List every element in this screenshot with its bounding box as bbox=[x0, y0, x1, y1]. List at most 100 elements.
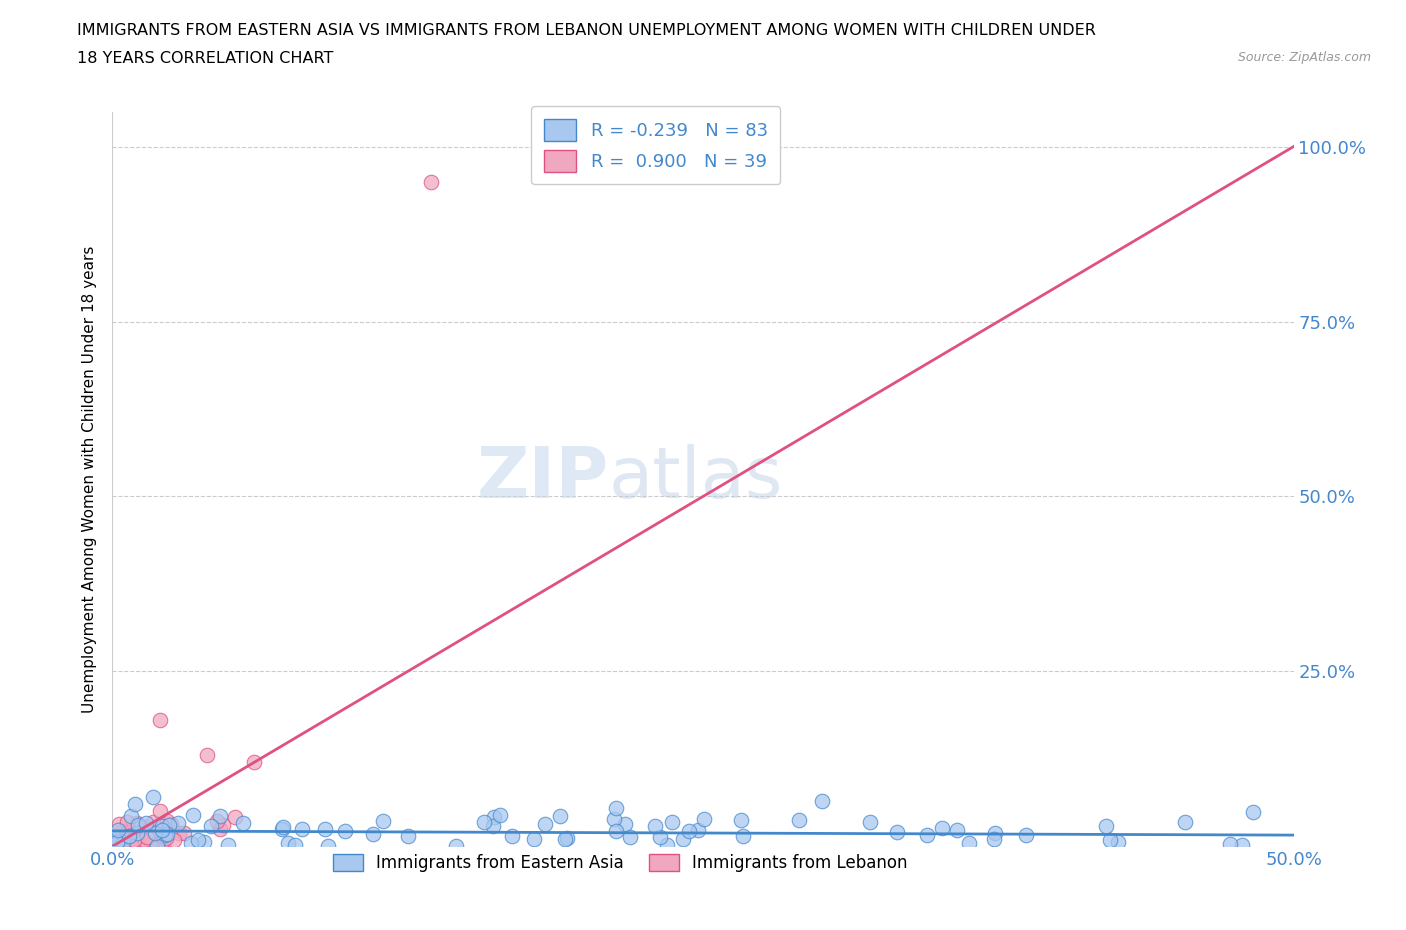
Point bbox=[115, 829, 138, 844]
Point bbox=[136, 830, 159, 844]
Point bbox=[166, 816, 188, 830]
Point bbox=[125, 826, 148, 841]
Point bbox=[125, 826, 148, 841]
Point bbox=[1107, 835, 1129, 850]
Point bbox=[523, 831, 546, 846]
Point bbox=[135, 816, 157, 830]
Point bbox=[111, 824, 134, 839]
Point bbox=[132, 820, 155, 835]
Point bbox=[730, 813, 752, 828]
Point bbox=[149, 804, 172, 818]
Point bbox=[316, 839, 339, 854]
Point bbox=[193, 835, 215, 850]
Point bbox=[361, 827, 384, 842]
Point bbox=[187, 833, 209, 848]
Point bbox=[661, 815, 683, 830]
Point bbox=[148, 835, 170, 850]
Point bbox=[120, 835, 142, 850]
Point bbox=[152, 834, 174, 849]
Point bbox=[533, 817, 555, 831]
Point bbox=[142, 790, 165, 804]
Point bbox=[1015, 828, 1038, 843]
Point bbox=[157, 817, 180, 832]
Point bbox=[243, 755, 266, 770]
Point bbox=[143, 826, 166, 841]
Point bbox=[217, 838, 239, 853]
Point bbox=[291, 821, 314, 836]
Point bbox=[224, 809, 246, 824]
Point bbox=[108, 838, 131, 853]
Point bbox=[155, 831, 177, 846]
Point bbox=[105, 835, 128, 850]
Point bbox=[657, 838, 679, 853]
Point bbox=[107, 822, 129, 837]
Point bbox=[482, 809, 505, 824]
Point bbox=[208, 822, 231, 837]
Point bbox=[1241, 804, 1264, 819]
Point bbox=[114, 824, 136, 839]
Point bbox=[693, 811, 716, 826]
Text: atlas: atlas bbox=[609, 445, 783, 513]
Point bbox=[160, 817, 183, 831]
Y-axis label: Unemployment Among Women with Children Under 18 years: Unemployment Among Women with Children U… bbox=[82, 246, 97, 712]
Point bbox=[1174, 815, 1197, 830]
Point bbox=[886, 825, 908, 840]
Point bbox=[180, 836, 202, 851]
Point bbox=[420, 174, 443, 189]
Point bbox=[555, 831, 578, 846]
Point bbox=[181, 808, 204, 823]
Point bbox=[787, 813, 810, 828]
Text: Source: ZipAtlas.com: Source: ZipAtlas.com bbox=[1237, 51, 1371, 64]
Point bbox=[271, 820, 294, 835]
Point bbox=[146, 839, 169, 854]
Point bbox=[501, 829, 523, 844]
Point bbox=[108, 834, 131, 849]
Point bbox=[277, 836, 299, 851]
Point bbox=[605, 801, 627, 816]
Point bbox=[314, 822, 336, 837]
Point bbox=[482, 819, 505, 834]
Point bbox=[650, 830, 672, 844]
Point bbox=[107, 834, 129, 849]
Point bbox=[124, 796, 146, 811]
Point bbox=[444, 838, 467, 853]
Point bbox=[150, 818, 173, 833]
Point bbox=[859, 815, 882, 830]
Point bbox=[678, 824, 700, 839]
Point bbox=[115, 839, 138, 854]
Point bbox=[111, 835, 134, 850]
Point bbox=[115, 815, 138, 830]
Point bbox=[108, 817, 131, 831]
Point bbox=[195, 748, 218, 763]
Point bbox=[619, 830, 641, 844]
Point bbox=[548, 808, 571, 823]
Point bbox=[205, 814, 228, 829]
Point bbox=[672, 831, 695, 846]
Point bbox=[1095, 819, 1118, 834]
Point bbox=[120, 809, 142, 824]
Point bbox=[472, 815, 495, 830]
Point bbox=[1219, 837, 1241, 852]
Point bbox=[644, 818, 666, 833]
Point bbox=[1230, 838, 1253, 853]
Point bbox=[811, 793, 834, 808]
Text: IMMIGRANTS FROM EASTERN ASIA VS IMMIGRANTS FROM LEBANON UNEMPLOYMENT AMONG WOMEN: IMMIGRANTS FROM EASTERN ASIA VS IMMIGRAN… bbox=[77, 23, 1097, 38]
Point bbox=[488, 808, 510, 823]
Point bbox=[127, 817, 149, 832]
Point bbox=[142, 815, 165, 830]
Point bbox=[208, 808, 231, 823]
Point bbox=[200, 819, 222, 834]
Point bbox=[232, 816, 254, 830]
Point bbox=[396, 829, 419, 844]
Text: ZIP: ZIP bbox=[477, 445, 609, 513]
Point bbox=[371, 814, 394, 829]
Point bbox=[162, 832, 184, 847]
Point bbox=[153, 827, 176, 842]
Point bbox=[1099, 832, 1122, 847]
Point bbox=[156, 814, 179, 829]
Point bbox=[149, 713, 172, 728]
Point bbox=[122, 832, 145, 847]
Point bbox=[931, 821, 953, 836]
Point bbox=[688, 822, 710, 837]
Point bbox=[211, 818, 233, 833]
